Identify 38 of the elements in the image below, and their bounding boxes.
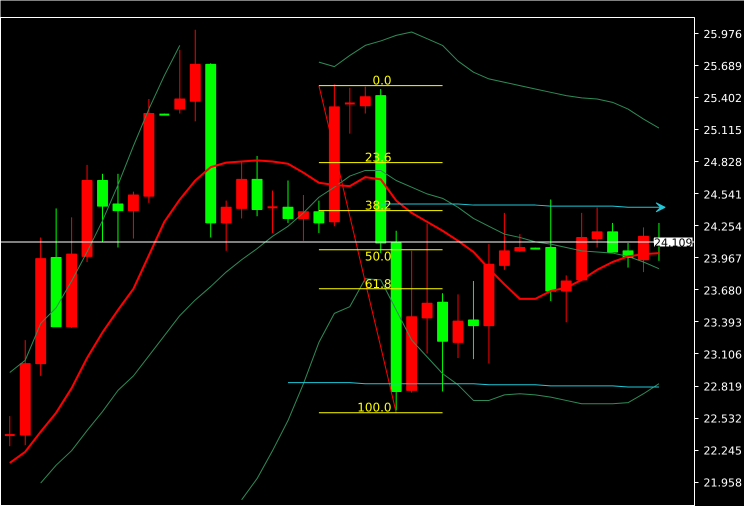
candlestick [344,87,356,134]
y-tick-label: 23.967 [704,252,742,266]
line-series [241,278,660,500]
candlestick [607,222,618,252]
candlestick [468,280,479,360]
candlestick [220,200,232,252]
candlestick [313,200,324,234]
y-tick-label: 23.106 [704,348,742,362]
candlestick [514,234,526,252]
candlestick [282,180,294,224]
series-label: 50.0 [364,250,392,264]
series-label: 0.0 [372,74,392,88]
series-label: 100.0 [357,400,392,415]
candlestick [4,416,16,447]
y-tick-label: 24.541 [704,188,742,202]
y-tick-label: 25.976 [704,28,742,42]
y-tick-label: 23.393 [704,316,742,330]
y-tick-label: 25.402 [704,92,742,106]
y-tick-label: 21.958 [704,476,742,490]
candlestick [128,191,139,240]
y-tick-label: 24.828 [704,156,742,170]
candlestick [266,190,278,234]
candlestick [174,49,186,114]
ref-line-label: 24.109 [654,236,693,250]
candlestick [422,224,433,354]
y-tick-label: 22.532 [704,412,742,426]
candlestick [452,294,464,359]
y-tick-label: 22.819 [704,380,742,394]
y-tick-label: 24.254 [704,220,742,234]
candlestick [592,206,603,248]
y-tick-label: 25.689 [704,60,742,74]
y-tick-label: 23.680 [704,284,742,298]
candlestick [112,173,124,248]
candlestick [360,86,371,114]
y-tick-label: 22.245 [704,444,742,458]
candlestick [498,212,510,270]
y-tick-label: 25.115 [704,124,742,138]
series-label: 61.8 [364,276,392,291]
